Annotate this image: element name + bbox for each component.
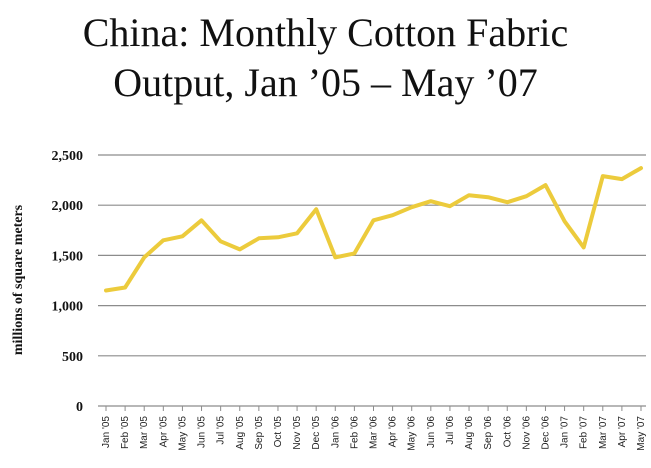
x-tick-label: Apr '05 (158, 416, 169, 448)
x-axis-ticks: Jan '05 Feb '05 Mar '05 Apr '05 May '05 Jun '… (101, 416, 647, 451)
x-tick-label: Mar '05 (139, 416, 150, 449)
data-point (352, 251, 356, 255)
x-tick-label: Jun '06 (426, 416, 437, 448)
x-tick-label: Jan '07 (560, 416, 571, 448)
y-axis-ticks: 0 500 1,000 1,500 2,000 2,500 (52, 149, 84, 415)
gridlines (98, 154, 646, 357)
data-point (582, 245, 586, 249)
data-point (333, 255, 337, 259)
data-point (142, 255, 146, 259)
series-line (104, 166, 643, 293)
y-tick-label: 500 (62, 350, 83, 365)
x-tick-label: Jan '06 (330, 416, 341, 448)
data-point (257, 236, 261, 240)
data-point (276, 235, 280, 239)
data-point (200, 218, 204, 222)
x-tick-label: Dec '05 (311, 416, 322, 450)
y-tick-label: 2,500 (52, 149, 84, 164)
x-tick-label: Mar '06 (369, 416, 380, 449)
x-axis (98, 405, 646, 411)
x-tick-label: Jul '05 (216, 416, 227, 445)
data-point (372, 218, 375, 222)
data-point (543, 183, 547, 187)
data-point (524, 194, 528, 198)
x-tick-label: Aug '06 (464, 416, 475, 450)
x-tick-label: Aug '05 (235, 416, 246, 450)
data-point (123, 286, 127, 290)
data-point (601, 174, 605, 178)
x-tick-label: Nov '05 (292, 416, 303, 450)
x-tick-label: May '07 (636, 416, 647, 451)
data-point (410, 205, 414, 209)
x-tick-label: Sep '05 (254, 416, 265, 450)
x-tick-label: Jun '05 (197, 416, 208, 448)
data-point (505, 200, 509, 204)
x-tick-label: May '06 (407, 416, 418, 451)
data-point (161, 238, 165, 242)
data-point (314, 207, 318, 211)
chart-title: China: Monthly Cotton Fabric Output, Jan… (0, 8, 651, 108)
data-point (467, 193, 471, 197)
data-point (219, 239, 223, 243)
x-tick-label: Jan '05 (101, 416, 112, 448)
data-point (563, 219, 567, 223)
data-point (180, 234, 184, 238)
series-group (104, 166, 643, 293)
data-point (486, 195, 490, 199)
x-tick-label: Feb '05 (120, 416, 131, 449)
data-point (104, 289, 108, 293)
x-tick-label: Jul '06 (445, 416, 456, 445)
x-tick-label: Apr '06 (388, 416, 399, 448)
x-tick-label: Mar '07 (598, 416, 609, 449)
y-tick-label: 1,000 (52, 300, 84, 315)
data-point (448, 204, 452, 208)
x-tick-label: Sep '06 (483, 416, 494, 450)
data-point (429, 199, 433, 203)
x-tick-label: Feb '06 (349, 416, 360, 449)
y-tick-label: 2,000 (52, 199, 84, 214)
data-point (391, 213, 395, 217)
x-tick-label: Nov '06 (521, 416, 532, 450)
data-point (620, 177, 624, 181)
data-point (238, 247, 242, 251)
data-point (639, 166, 643, 170)
x-tick-label: Feb '07 (579, 416, 590, 449)
x-tick-label: Dec '06 (540, 416, 551, 450)
x-tick-label: Oct '06 (502, 416, 513, 448)
x-tick-label: Oct '05 (273, 416, 284, 448)
y-tick-label: 0 (76, 400, 83, 415)
x-tick-label: May '05 (177, 416, 188, 451)
x-tick-label: Apr '07 (617, 416, 628, 448)
chart-title-line-2: Output, Jan ’05 – May ’07 (113, 60, 538, 105)
chart-title-line-1: China: Monthly Cotton Fabric (82, 10, 569, 55)
y-tick-label: 1,500 (52, 249, 84, 264)
data-point (295, 231, 299, 235)
